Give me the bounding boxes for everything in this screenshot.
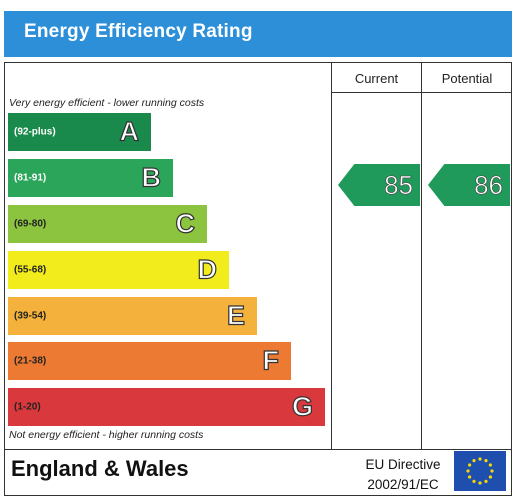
eu-star-icon (478, 457, 482, 461)
eu-star-icon (478, 481, 482, 485)
band-e: (39-54) E (8, 297, 257, 335)
band-range: (69-80) (14, 218, 47, 230)
band-letter: F (262, 345, 280, 376)
band-range: (1-20) (14, 401, 41, 413)
eu-flag-icon (454, 451, 506, 491)
header-divider (331, 92, 512, 93)
band-letter: E (226, 300, 245, 331)
efficient-note: Very energy efficient - lower running co… (9, 97, 205, 109)
band-letter: D (197, 254, 218, 285)
eu-star-icon (488, 475, 492, 479)
current-rating-value: 85 (384, 170, 414, 200)
band-letter: B (141, 162, 162, 193)
band-letter: A (119, 116, 140, 147)
band-range: (21-38) (14, 355, 47, 367)
eu-star-icon (472, 459, 476, 463)
band-range: (81-91) (14, 172, 47, 184)
eu-stars (466, 457, 494, 485)
band-letter: C (175, 208, 196, 239)
potential-column-header: Potential (441, 71, 493, 86)
eu-star-icon (472, 479, 476, 483)
band-range: (55-68) (14, 264, 47, 276)
inefficient-note: Not energy efficient - higher running co… (9, 429, 204, 441)
band-a: (92-plus) A (8, 113, 151, 151)
rating-frame (4, 62, 512, 496)
potential-rating-arrow: 86 (428, 164, 510, 206)
divider-current (331, 62, 332, 450)
current-column-header: Current (354, 71, 399, 86)
title-bar: Energy Efficiency Rating (4, 11, 512, 57)
eu-star-icon (488, 463, 492, 467)
eu-star-icon (468, 463, 472, 467)
potential-rating-value: 86 (474, 170, 504, 200)
page-title: Energy Efficiency Rating (24, 21, 253, 42)
band-b: (81-91) B (8, 159, 173, 197)
eu-star-icon (468, 475, 472, 479)
eu-directive-label: EU Directive (365, 457, 441, 472)
country-label: England & Wales (11, 456, 189, 481)
eu-star-icon (490, 469, 494, 473)
band-g: (1-20) G (8, 388, 325, 426)
band-range: (92-plus) (14, 126, 56, 138)
divider-potential (421, 62, 422, 450)
eu-star-icon (484, 459, 488, 463)
footer-divider (4, 449, 512, 450)
band-c: (69-80) C (8, 205, 207, 243)
band-letter: G (291, 391, 313, 422)
eu-directive-number: 2002/91/EC (367, 477, 439, 492)
eu-star-icon (484, 479, 488, 483)
band-d: (55-68) D (8, 251, 229, 289)
eu-star-icon (466, 469, 470, 473)
current-rating-arrow: 85 (338, 164, 420, 206)
band-f: (21-38) F (8, 342, 291, 380)
band-range: (39-54) (14, 310, 47, 322)
